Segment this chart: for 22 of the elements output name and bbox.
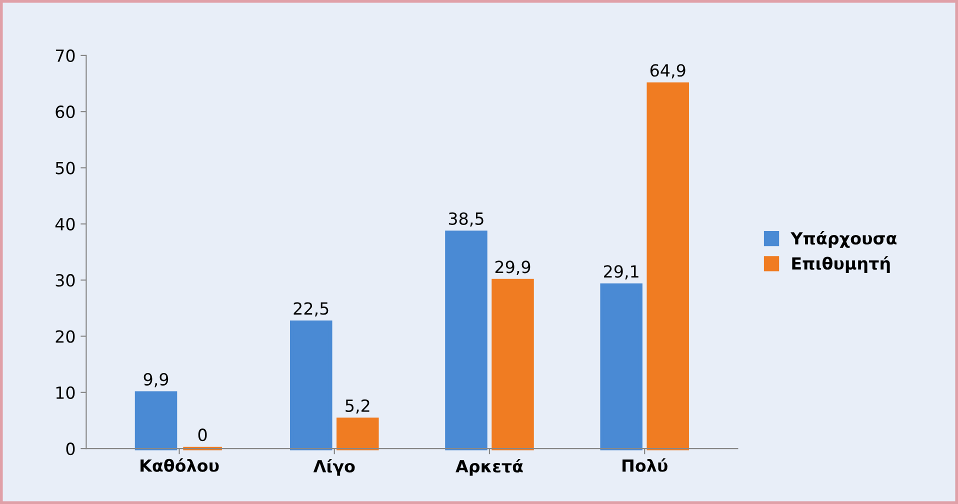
- data-label: 29,9: [495, 260, 530, 275]
- y-tick-label: 70: [56, 49, 75, 62]
- data-label: 22,5: [294, 302, 328, 317]
- legend-label: Υπάρχουσα: [790, 231, 897, 248]
- data-label: 9,9: [144, 372, 168, 388]
- y-tick-label: 0: [66, 442, 75, 456]
- y-tick-label: 60: [56, 106, 75, 118]
- x-tick-label: Αρκετά: [456, 458, 523, 476]
- x-tick-label: Λίγο: [313, 458, 355, 476]
- y-tick-label: 40: [55, 218, 75, 230]
- data-label: 29,1: [604, 265, 638, 280]
- legend-label: Επιθυμητή: [792, 256, 890, 273]
- data-label: 38,5: [448, 212, 484, 227]
- x-tick-label: Πολύ: [622, 458, 668, 472]
- data-label: 5,2: [346, 399, 370, 414]
- y-tick-label: 20: [56, 330, 75, 343]
- y-tick-label: 10: [56, 386, 75, 399]
- data-label: 64,9: [650, 64, 686, 78]
- y-tick-label: 30: [56, 274, 75, 287]
- x-tick-label: Καθόλου: [140, 458, 219, 472]
- y-tick-label: 50: [56, 162, 75, 174]
- data-label: 0: [198, 428, 207, 442]
